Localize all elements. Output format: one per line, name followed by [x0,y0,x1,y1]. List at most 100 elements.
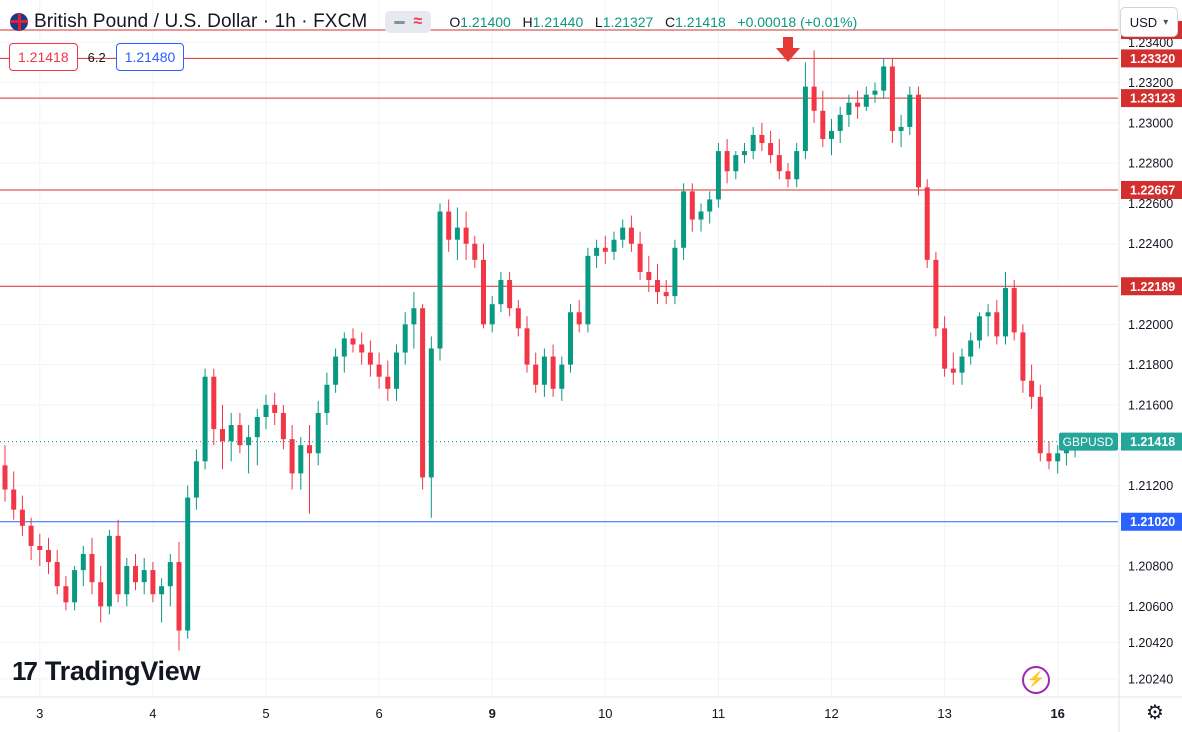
candle-body [1063,449,1069,454]
candle-body [602,247,608,252]
candle-body [768,143,774,156]
candle [611,231,617,260]
candle-body [907,94,913,127]
candle [315,400,321,466]
candle [402,312,408,365]
candle-body [350,338,356,345]
time-axis[interactable]: 3 4 5 6 9 10 11 12 13 16 [36,706,1065,721]
price-tick-label: 1.23000 [1128,116,1173,130]
candle [628,215,634,252]
candle-body [150,570,156,595]
price-tag [1121,49,1182,68]
candle-body [559,364,565,389]
candle-body [37,545,43,550]
candle [541,348,547,397]
candle-body [263,404,269,417]
time-tick-label: 12 [824,706,838,721]
time-tick-label: 13 [937,706,951,721]
candle [829,118,834,156]
price-tick-label: 1.20600 [1128,600,1173,614]
candle [237,412,243,454]
candle [394,344,399,401]
candle-body [298,445,304,474]
tradingview-logo[interactable]: 17 TradingView [12,654,200,688]
down-arrow-icon [776,37,800,62]
candle [933,251,939,337]
candle-body [872,90,878,95]
close-value: 1.21418 [675,14,726,30]
candle [959,348,965,385]
candle [385,360,391,401]
candle [776,138,782,180]
price-tick-label: 1.22000 [1128,318,1173,332]
candle [46,537,51,575]
candle [307,425,312,514]
candle-body [985,312,991,317]
candle [472,235,478,268]
currency-selector[interactable]: USD ▾ [1120,7,1178,37]
candle [533,352,539,393]
candle [550,344,556,397]
candle [63,576,69,611]
candle-body [898,126,904,131]
candle-body [307,445,312,454]
candle [663,280,669,305]
candle [54,549,60,595]
candle [968,332,974,365]
candle-body [846,102,852,115]
candle [594,239,600,268]
candle-body [193,461,199,498]
candle [211,368,217,446]
candle [881,58,887,99]
candle [637,231,643,281]
candle [159,578,165,623]
candle-body [802,86,808,152]
candle-body [620,227,626,240]
time-tick-label: 6 [375,706,382,721]
candle [524,316,530,373]
candle [463,211,469,260]
gear-icon[interactable]: ⚙ [1146,702,1164,724]
candle-body [837,114,843,131]
time-tick-label: 4 [149,706,156,721]
candle-body [820,110,826,139]
candle [994,300,1000,345]
candle-body [141,570,147,583]
candle [89,537,95,595]
symbol-title[interactable]: British Pound / U.S. Dollar · 1h · FXCM [34,11,368,32]
price-tick-label: 1.22600 [1128,197,1173,211]
candle-body [498,280,504,305]
lightning-icon[interactable]: ⚡ [1022,666,1050,694]
low-value: 1.21327 [602,14,654,30]
candle-body [176,562,182,631]
candle [202,368,208,470]
candle-body [681,191,687,248]
candle-body [315,412,321,454]
candle-body [80,553,86,571]
chart-options-toggle[interactable]: ≈ [385,11,432,33]
time-tick-label: 9 [489,706,496,721]
candle [367,340,373,377]
candle-body [585,255,591,325]
candle [1011,280,1017,341]
candle-body [759,134,765,144]
candle-body [611,239,617,252]
candle [167,553,173,607]
candle-body [811,86,817,111]
candle [872,82,878,103]
candle-body [515,308,521,329]
price-axis[interactable]: 1.202401.204201.206001.208001.210001.212… [1128,36,1173,687]
candle [37,533,43,567]
time-tick-label: 10 [598,706,612,721]
candle [185,485,191,639]
candle-body [167,562,173,587]
candle [428,336,434,518]
candle-body [1037,396,1043,454]
buy-price-button[interactable]: 1.21480 [115,43,185,71]
candle [846,94,852,127]
sell-price-button[interactable]: 1.21418 [9,43,78,71]
candle-body [750,134,756,152]
candle [176,541,182,651]
candle-body [646,271,652,281]
